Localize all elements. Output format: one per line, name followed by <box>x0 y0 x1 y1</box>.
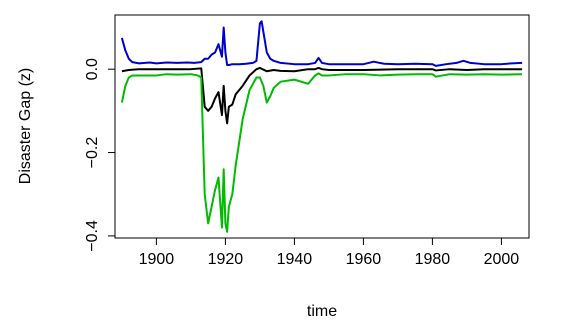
y-axis: −0.4 −0.2 0.0 <box>84 58 116 252</box>
y-axis-title: Disaster Gap (z) <box>17 68 34 184</box>
x-tick-label: 1960 <box>346 251 382 268</box>
y-tick-label: 0.0 <box>84 58 101 80</box>
x-tick-label: 2000 <box>484 251 520 268</box>
y-tick-label: −0.2 <box>84 137 101 169</box>
x-axis-title: time <box>307 303 337 320</box>
x-tick-label: 1900 <box>139 251 175 268</box>
series-line-3 <box>120 72 523 233</box>
series-line-1 <box>120 20 523 67</box>
series-line-2 <box>121 66 523 125</box>
y-tick-label: −0.4 <box>84 220 101 252</box>
x-tick-label: 1980 <box>415 251 451 268</box>
x-tick-label: 1940 <box>277 251 313 268</box>
x-tick-label: 1920 <box>208 251 244 268</box>
x-axis: 1900 1920 1940 1960 1980 2000 <box>139 237 520 268</box>
series-layer <box>120 20 523 233</box>
plot-frame <box>114 14 530 239</box>
